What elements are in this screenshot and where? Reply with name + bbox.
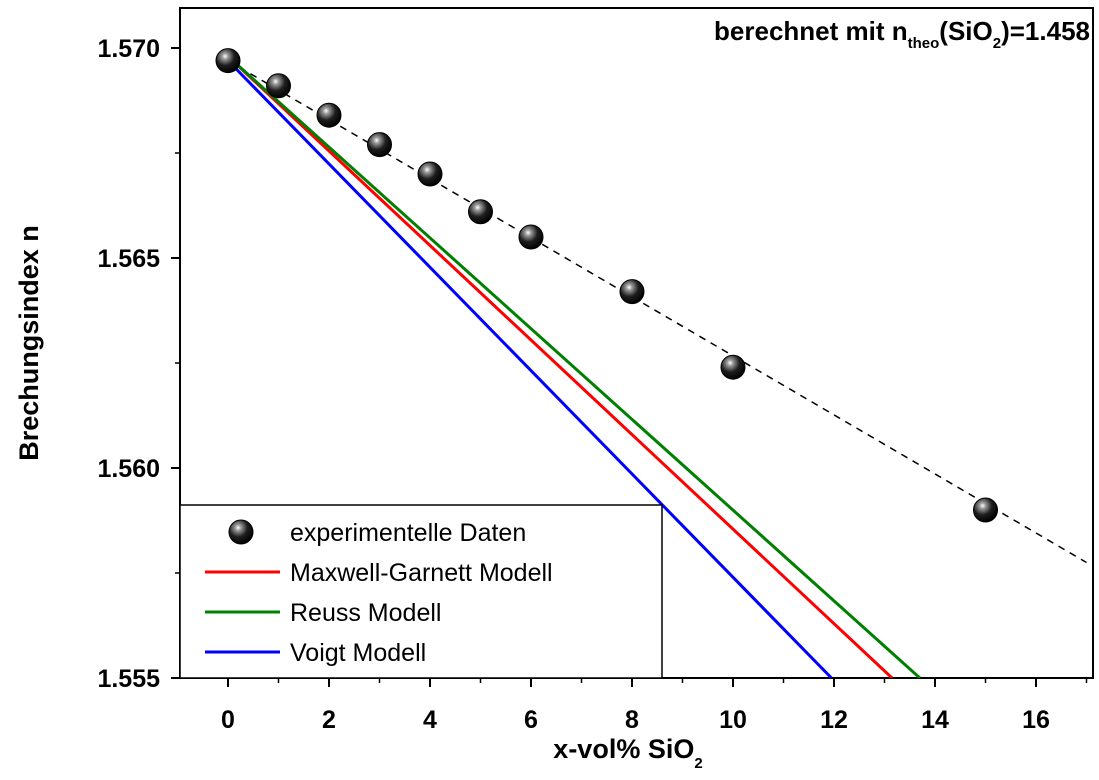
y-tick-label: 1.560 [97,455,160,483]
legend-label: Reuss Modell [290,599,441,627]
series-line-reuss-modell [226,55,921,678]
data-point [468,199,493,225]
series-line-voigt-modell [226,59,833,678]
x-axis-title: x-vol% SiO2 [553,734,702,772]
legend-box [179,504,663,679]
x-axis-title-subscript: 2 [694,755,702,772]
x-tick-label: 8 [625,706,639,734]
data-point [518,224,544,250]
legend-label: Maxwell-Garnett Modell [290,559,553,587]
x-axis-title-text: x-vol% SiO [553,734,694,764]
data-point [367,132,392,158]
x-tick-label: 10 [719,706,747,734]
data-layer [215,48,1087,678]
x-tick-label: 16 [1022,706,1050,734]
data-point [417,161,443,187]
annotation-subscript-2: 2 [993,35,1001,52]
series-line-maxwell-garnett-modell [226,55,894,678]
fit-line [227,59,1087,564]
legend-label: experimentelle Daten [290,519,526,547]
x-tick-label: 6 [524,706,538,734]
annotation-prefix: berechnet mit n [714,16,908,46]
x-tick-label: 14 [921,706,949,734]
y-axis-title: Brechungsindex n [14,225,44,461]
plot-area: 0 2 4 6 8 10 12 14 16 1.555 1.560 1.565 1.570 [97,7,1094,734]
data-point [215,48,241,74]
x-tick-label: 4 [423,706,437,734]
annotation-middle: (SiO [939,16,992,46]
x-tick-label: 12 [820,706,848,734]
annotation-subscript-theo: theo [908,35,940,52]
y-tick-label: 1.555 [97,665,160,693]
y-tick-label: 1.565 [97,245,160,273]
data-point [973,497,998,523]
chart-text: Brechungsindex n x-vol% SiO2 berechnet m… [14,16,1090,772]
annotation-suffix: )=1.458 [1001,16,1090,46]
legend-label: Voigt Modell [290,639,426,667]
x-tick-label: 0 [221,706,235,734]
annotation-text: berechnet mit ntheo(SiO2)=1.458 [714,16,1090,52]
legend: experimentelle Daten Maxwell-Garnett Mode… [179,504,663,679]
data-point [720,354,746,380]
legend-marker [228,519,254,545]
data-point [266,73,291,99]
data-point [619,279,645,305]
data-point [316,102,342,128]
y-tick-label: 1.570 [97,35,160,63]
x-tick-label: 2 [322,706,336,734]
